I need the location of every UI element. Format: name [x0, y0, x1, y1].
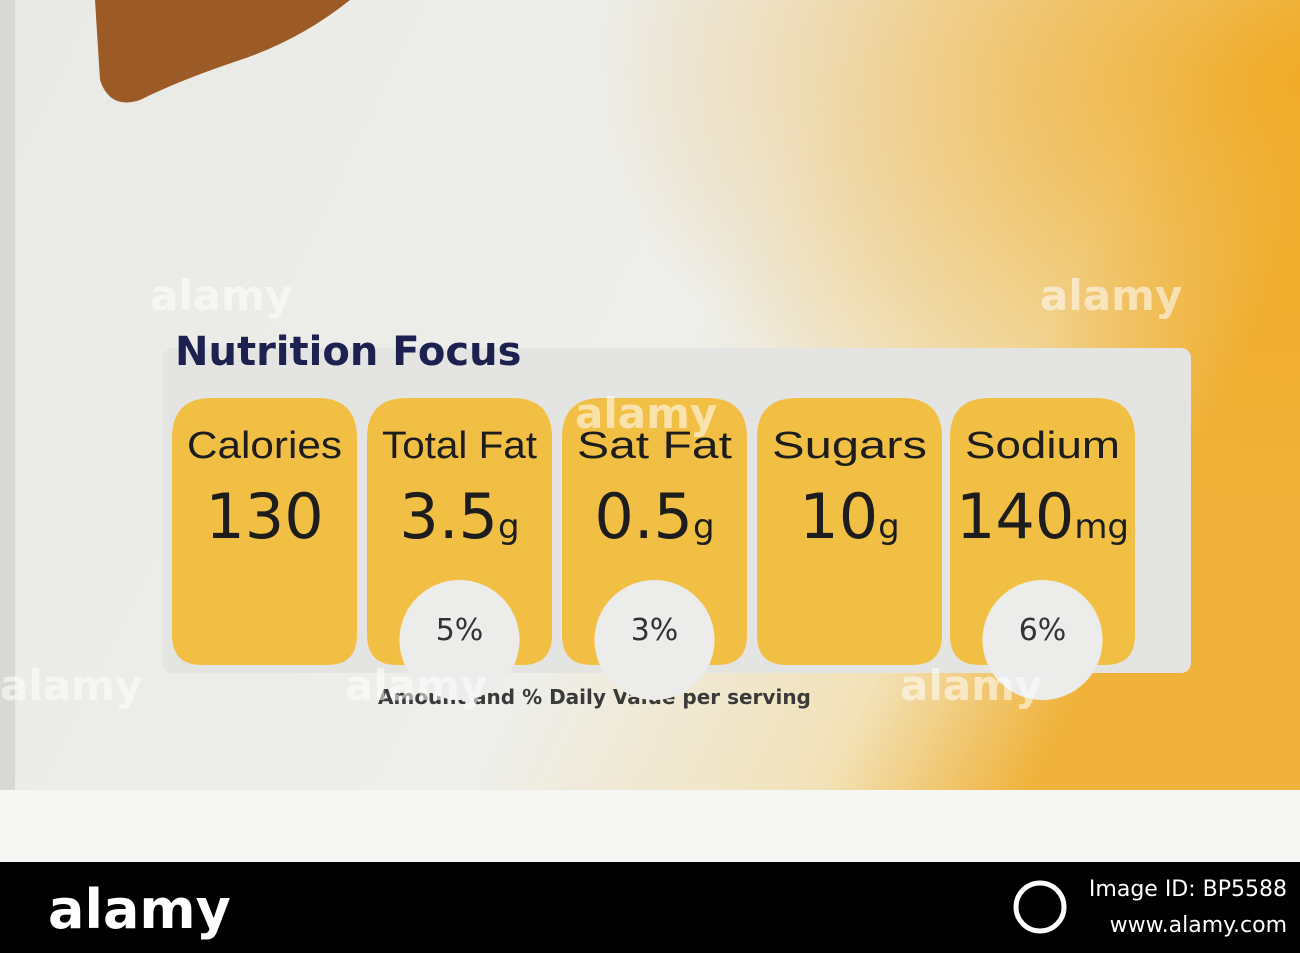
badge: [950, 398, 1135, 665]
amount-unit: mg: [1074, 507, 1129, 547]
credit-bar: [0, 862, 1300, 953]
badge-amount: 10g: [799, 480, 900, 553]
amount-unit: g: [498, 507, 520, 547]
badge: [757, 398, 942, 665]
badge-amount: 0.5g: [594, 480, 714, 553]
dv-circle: [982, 580, 1103, 700]
title: Nutrition Focus: [175, 329, 521, 375]
dv-circle: [399, 580, 520, 700]
badge-label: Total Fat: [382, 425, 537, 467]
credit-brand: alamy: [48, 878, 231, 941]
cereal-piece: [95, 0, 350, 103]
amount-value: 10: [799, 480, 878, 553]
amount-value: 3.5: [399, 480, 498, 553]
credit-url: www.alamy.com: [1110, 913, 1287, 938]
badge-label: Sugars: [772, 425, 927, 467]
badge-label: Sodium: [965, 425, 1120, 467]
daily-value: 5%: [436, 613, 484, 648]
amount-unit: g: [878, 507, 900, 547]
amount-value: 140: [956, 480, 1074, 553]
badge-amount: 130: [205, 480, 323, 553]
watermark: alamy: [900, 661, 1042, 710]
amount-value: 130: [205, 480, 323, 553]
badge-amount: 140mg: [956, 480, 1129, 553]
badge: [562, 398, 747, 665]
badge-amount: 3.5g: [399, 480, 519, 553]
watermark: alamy: [150, 271, 292, 320]
badge-label: Sat Fat: [577, 425, 733, 467]
daily-value: 3%: [631, 613, 679, 648]
box-edge: [0, 0, 15, 790]
watermarks: alamy alamy alamy alamy alamy alamy: [0, 271, 1182, 710]
dv-circle: [594, 580, 715, 700]
amount-value: 0.5: [594, 480, 693, 553]
watermark: alamy: [1040, 271, 1182, 320]
badge: [172, 398, 357, 665]
badge: [367, 398, 552, 665]
daily-value: 6%: [1019, 613, 1067, 648]
credit-logo: [1013, 880, 1067, 934]
amount-unit: g: [693, 507, 715, 547]
watermark: alamy: [575, 389, 717, 438]
badge-label: Calories: [187, 425, 342, 467]
watermark: alamy: [0, 661, 142, 710]
credit-image-id: Image ID: BP5588: [1089, 877, 1287, 902]
watermark: alamy: [345, 661, 487, 710]
